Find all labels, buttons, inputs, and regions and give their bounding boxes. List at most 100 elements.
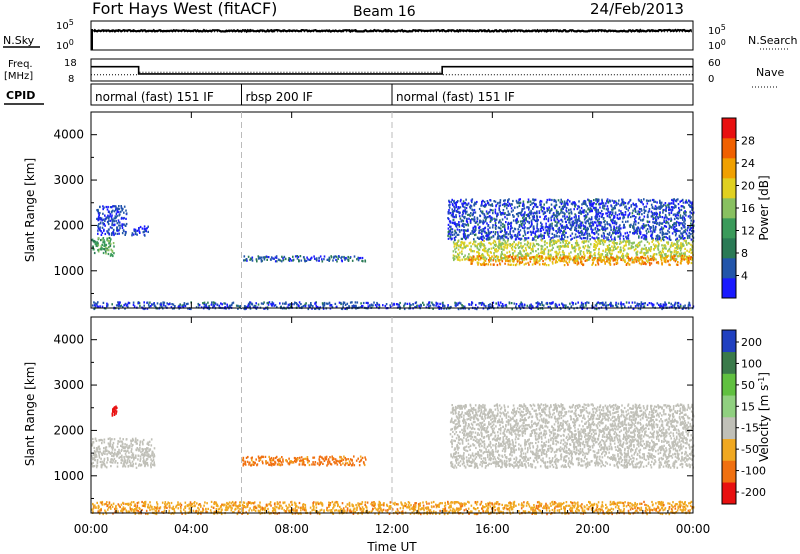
power-cell: [284, 257, 287, 261]
velocity-cell: [122, 465, 124, 468]
power-cell: [97, 237, 100, 240]
power-cell: [509, 227, 512, 230]
power-cell: [601, 215, 603, 218]
power-cell: [556, 218, 559, 221]
power-cell: [449, 220, 452, 223]
velocity-cell: [112, 446, 114, 449]
power-cell: [562, 231, 564, 234]
power-cell: [103, 222, 105, 225]
velocity-cell: [120, 458, 123, 461]
power-cell: [551, 261, 554, 264]
power-cell: [493, 239, 495, 242]
frequency-line: [91, 65, 693, 75]
power-cell: [587, 301, 590, 304]
power-cell: [642, 262, 645, 265]
power-cell: [537, 302, 539, 305]
velocity-cell: [93, 449, 96, 453]
power-cell: [637, 241, 640, 245]
power-cell: [93, 251, 96, 255]
power-cell: [572, 247, 574, 250]
power-cell: [610, 228, 612, 231]
power-cell: [447, 237, 450, 240]
power-cell: [551, 225, 553, 228]
power-cell: [506, 217, 508, 220]
power-cell: [690, 222, 692, 225]
power-cell: [560, 202, 563, 206]
power-cell: [102, 208, 104, 211]
power-cell: [669, 259, 672, 262]
power-cell: [593, 245, 596, 248]
power-cell: [508, 202, 511, 205]
power-cell: [616, 262, 619, 265]
power-cell: [640, 199, 643, 202]
power-cell: [604, 241, 606, 244]
power-cell: [574, 302, 577, 305]
power-cell: [564, 220, 567, 223]
power-cell: [680, 242, 682, 245]
power-cell: [676, 213, 678, 216]
velocity-cell: [132, 455, 134, 458]
power-cell: [610, 220, 613, 223]
power-cell: [526, 231, 529, 234]
power-cell: [612, 259, 615, 262]
power-cell: [182, 305, 184, 309]
power-cell: [502, 248, 504, 251]
power-cell: [596, 243, 599, 246]
power-cell: [615, 221, 618, 224]
power-cell: [663, 219, 665, 222]
power-cell: [519, 233, 521, 236]
power-cell: [550, 307, 552, 310]
power-cell: [249, 258, 251, 261]
power-cell: [575, 203, 577, 206]
power-cell: [582, 234, 585, 237]
freq-left-label-2: [MHz]: [4, 71, 33, 82]
power-cell: [527, 198, 530, 201]
power-cell: [561, 224, 563, 227]
power-cell: [557, 230, 560, 233]
power-cell: [620, 258, 622, 261]
power-cell: [665, 257, 667, 260]
power-cell: [482, 261, 485, 264]
colorbar-cell: [722, 158, 736, 179]
power-cell: [623, 244, 625, 248]
power-cell: [505, 303, 507, 307]
power-cell: [636, 304, 638, 307]
power-cell: [101, 219, 104, 222]
power-cell: [373, 301, 375, 304]
power-cell: [521, 259, 524, 262]
power-cell: [500, 305, 503, 308]
power-cell: [628, 241, 630, 244]
power-cell: [133, 229, 136, 233]
power-cell: [516, 222, 518, 225]
power-cell: [454, 248, 456, 251]
power-cell: [490, 243, 492, 246]
power-cell: [570, 224, 572, 227]
power-cell: [97, 301, 99, 304]
power-cell: [216, 303, 219, 307]
cpid-segment-0: normal (fast) 151 IF: [95, 90, 214, 104]
velocity-cell: [98, 445, 100, 448]
power-cell: [682, 231, 684, 234]
power-cell: [612, 256, 614, 259]
power-cell: [442, 304, 445, 307]
power-cell: [671, 232, 674, 235]
power-cell: [660, 257, 662, 260]
power-cell: [457, 248, 460, 251]
power-cell: [649, 249, 652, 253]
velocity-cell: [120, 461, 122, 464]
power-cell: [474, 211, 477, 214]
power-cell: [650, 246, 652, 249]
power-cell: [463, 202, 466, 205]
power-cell: [473, 240, 476, 243]
power-cell: [561, 237, 563, 240]
power-cell: [91, 239, 93, 242]
power-cell: [561, 205, 564, 209]
power-cell: [665, 303, 668, 306]
power-cell: [643, 251, 646, 255]
power-cell: [590, 204, 593, 208]
power-cell: [497, 226, 500, 229]
power-cell: [539, 230, 542, 233]
power-cell: [524, 246, 527, 250]
power-cell: [322, 307, 325, 310]
power-cell: [508, 250, 511, 253]
